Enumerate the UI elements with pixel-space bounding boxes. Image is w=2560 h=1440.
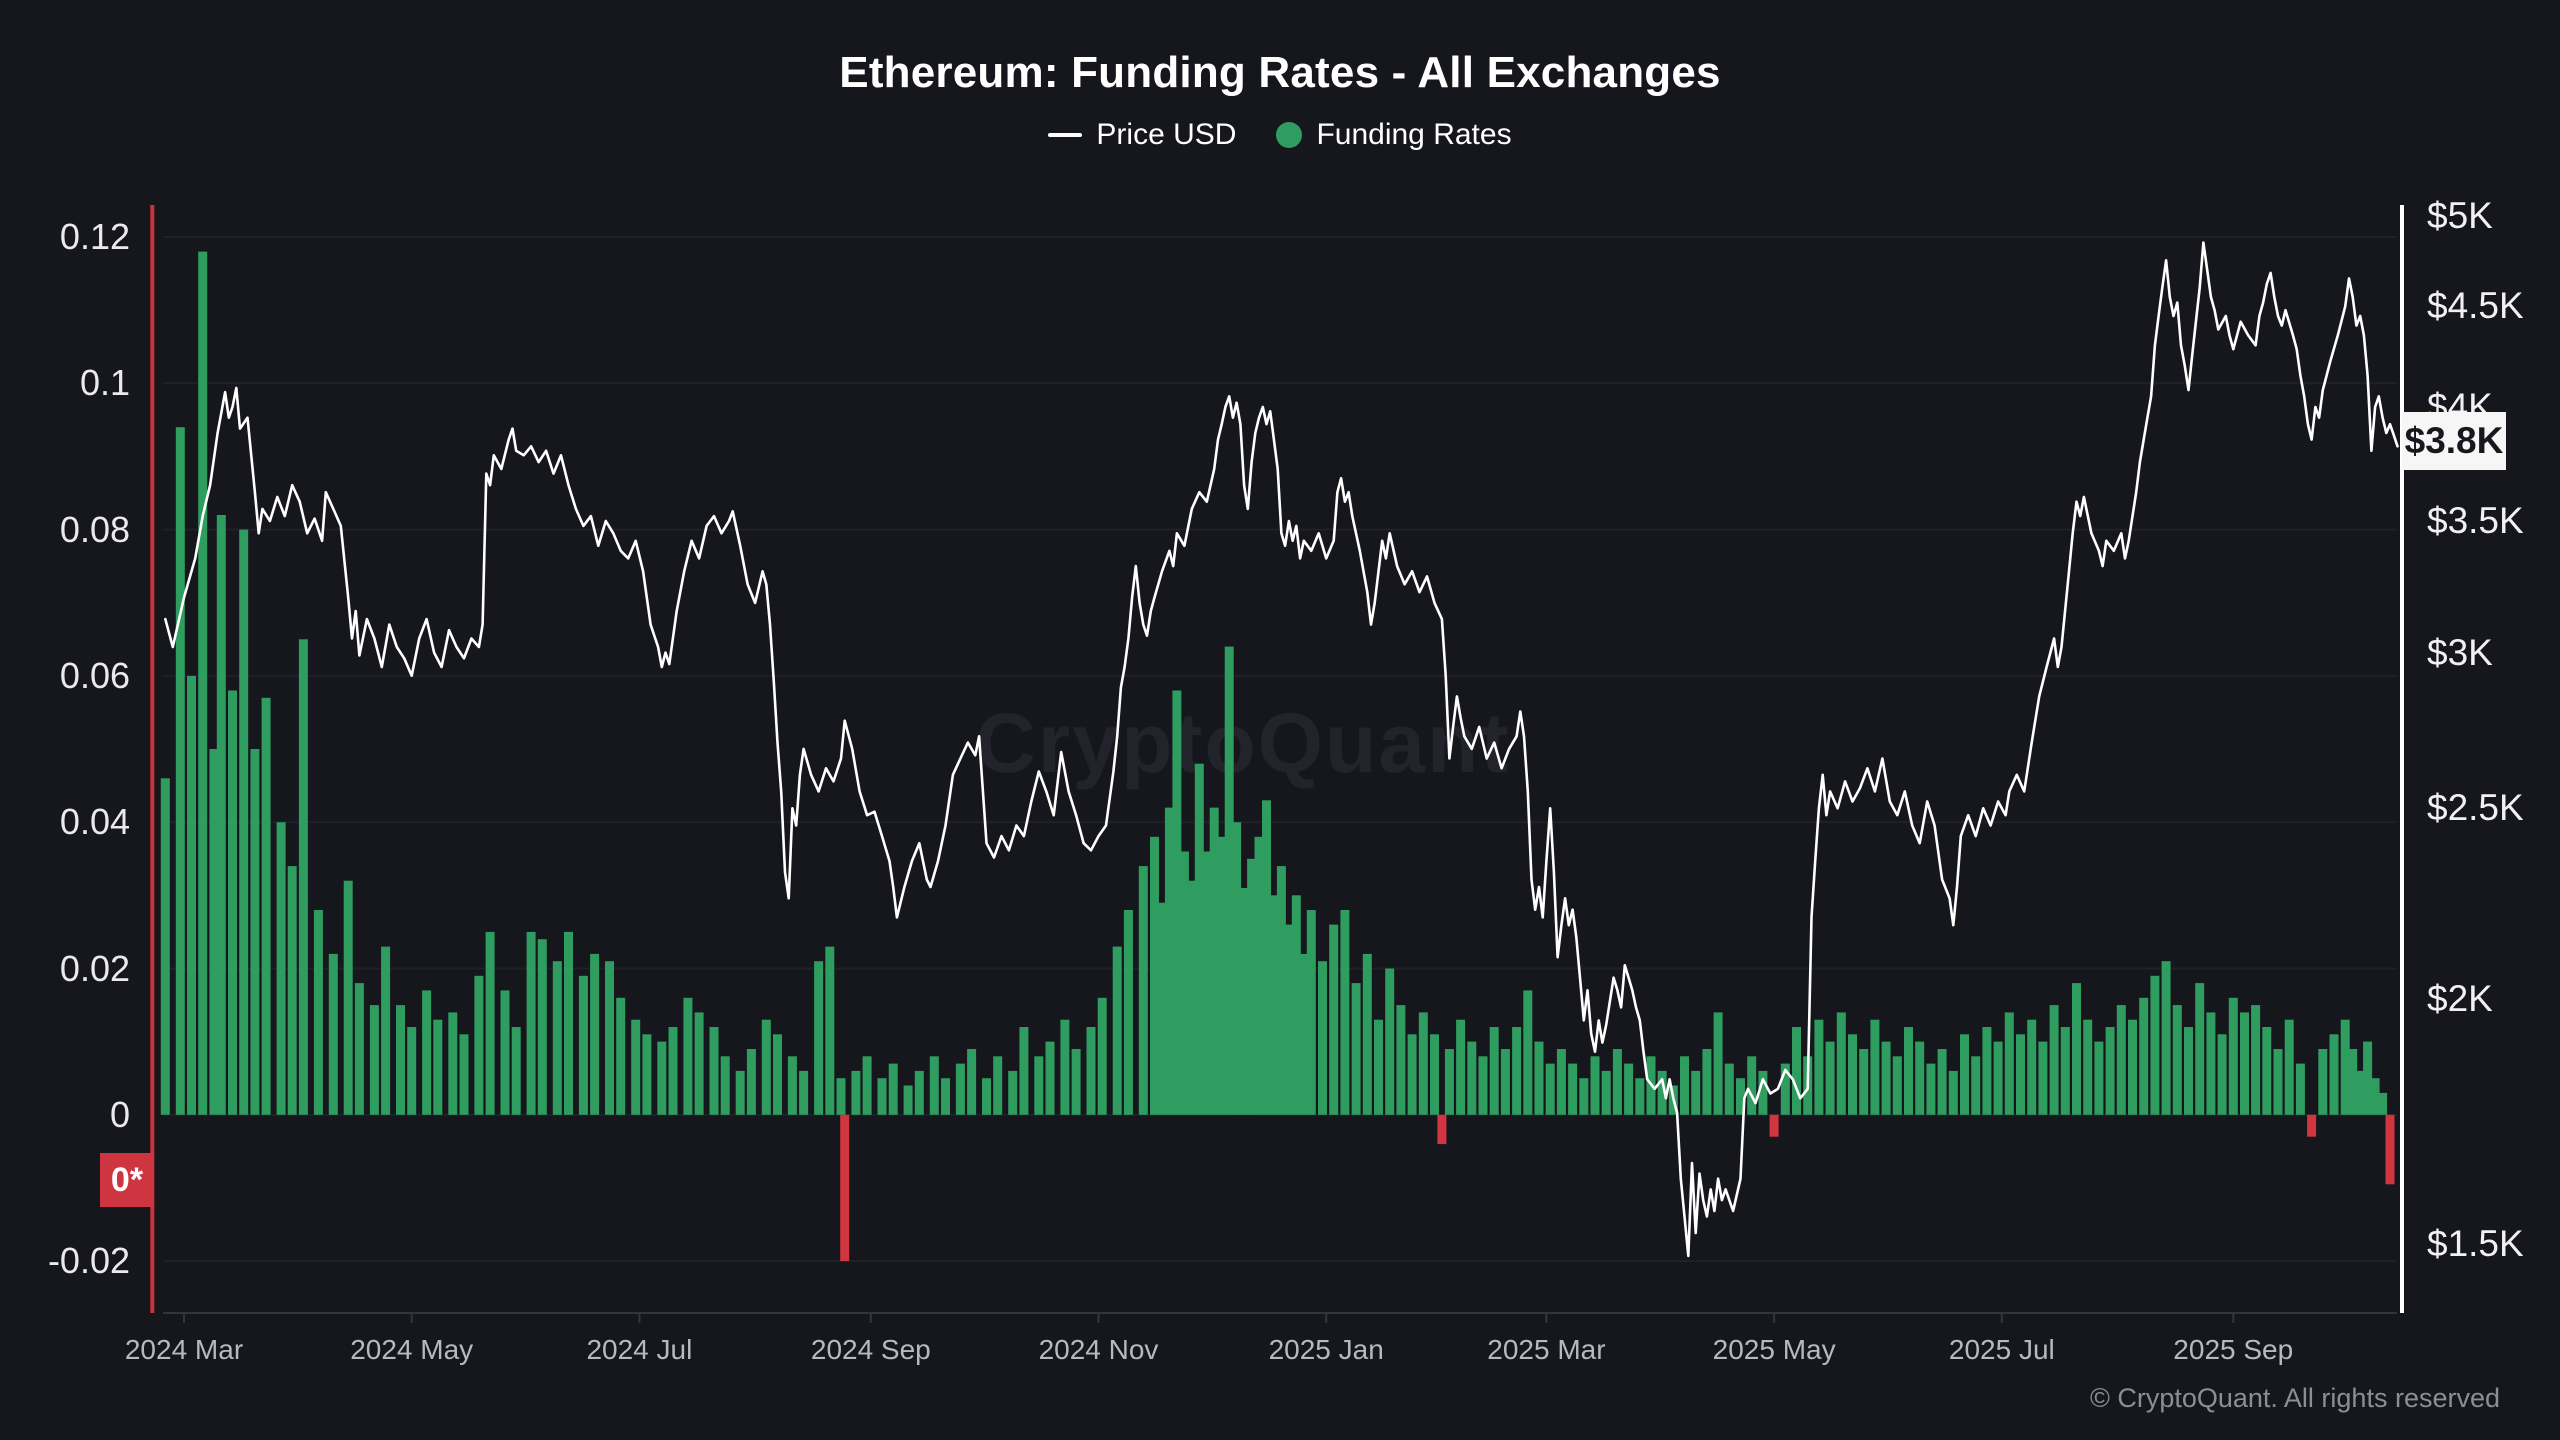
funding-dot-icon — [1276, 122, 1303, 148]
x-axis-tick: 2025 Mar — [1487, 1334, 1606, 1365]
legend-item-funding[interactable]: Funding Rates — [1276, 118, 1512, 152]
x-axis-tick: 2025 May — [1712, 1334, 1836, 1365]
x-axis-tick: 2024 Mar — [124, 1334, 244, 1365]
left-axis-tick: 0.02 — [59, 947, 130, 989]
right-axis-tick: $5K — [2427, 195, 2493, 237]
right-axis-tick: $3.5K — [2427, 500, 2524, 541]
x-axis-tick: 2024 Nov — [1038, 1334, 1159, 1365]
left-axis-tick: 0.12 — [59, 216, 130, 257]
right-axis-tick: $4.5K — [2427, 285, 2524, 327]
x-axis-tick: 2024 Jul — [586, 1334, 693, 1365]
left-axis-tick: 0 — [109, 1093, 130, 1135]
x-axis-tick: 2025 Jan — [1268, 1334, 1384, 1365]
last-price-badge: $3.8K — [2402, 412, 2506, 470]
price-line-icon — [1048, 133, 1083, 137]
x-axis-tick: 2025 Jul — [1948, 1334, 2055, 1365]
right-axis-tick: $2.5K — [2427, 787, 2524, 829]
left-axis-tick: 0.04 — [59, 801, 130, 843]
cryptoquant-watermark: CryptoQuant — [975, 696, 1511, 790]
legend-item-price[interactable]: Price USD — [1048, 118, 1236, 152]
x-axis-tick: 2024 May — [350, 1334, 474, 1365]
left-axis-tick: 0.08 — [59, 508, 130, 550]
right-axis-tick: $3K — [2427, 631, 2493, 673]
x-axis-tick: 2025 Sep — [2173, 1334, 2294, 1365]
right-axis-tick: $2K — [2427, 977, 2493, 1019]
left-axis-tick: 0.1 — [79, 362, 130, 404]
legend-price-label: Price USD — [1096, 118, 1237, 151]
left-axis-tick: 0.06 — [59, 654, 130, 696]
left-axis-tick: -0.02 — [47, 1240, 130, 1282]
x-axis-tick: 2024 Sep — [810, 1334, 931, 1365]
page-title: Ethereum: Funding Rates - All Exchanges — [839, 48, 1721, 97]
copyright-text: © CryptoQuant. All rights reserved — [2089, 1383, 2500, 1413]
legend: Price USD Funding Rates — [0, 118, 2560, 152]
right-axis-tick: $1.5K — [2427, 1223, 2524, 1265]
legend-funding-label: Funding Rates — [1316, 118, 1512, 151]
funding-zero-badge: 0* — [100, 1153, 154, 1207]
